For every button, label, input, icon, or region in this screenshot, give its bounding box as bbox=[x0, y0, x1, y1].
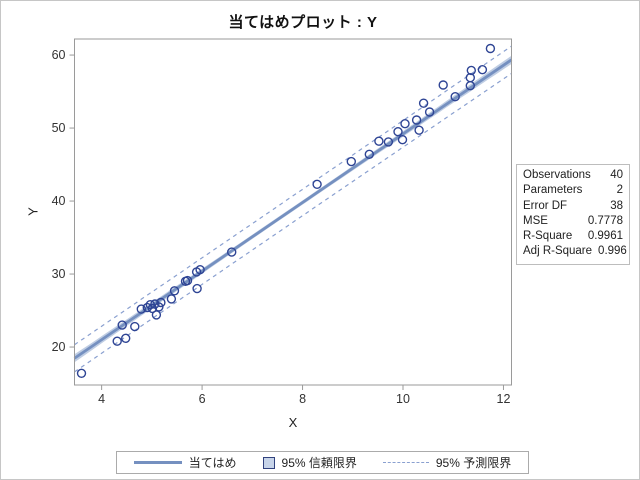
stats-row: Error DF 38 bbox=[523, 199, 623, 214]
y-tick-label: 20 bbox=[52, 340, 66, 354]
stats-row: Parameters 2 bbox=[523, 183, 623, 198]
stats-label: Adj R-Square bbox=[523, 245, 593, 258]
data-point bbox=[485, 43, 496, 54]
data-point bbox=[136, 304, 147, 314]
stats-value: 2 bbox=[616, 184, 623, 197]
plot-frame bbox=[74, 38, 512, 386]
stats-value: 0.9961 bbox=[587, 230, 623, 243]
stats-row: R-Square 0.9961 bbox=[523, 229, 623, 244]
stats-value: 38 bbox=[610, 199, 623, 212]
legend-item: 95% 予測限界 bbox=[382, 454, 512, 471]
data-point bbox=[151, 310, 162, 320]
stats-label: R-Square bbox=[523, 230, 573, 243]
data-point bbox=[76, 368, 87, 378]
data-point bbox=[130, 321, 140, 332]
data-point bbox=[156, 297, 166, 308]
page-title: 当てはめプロット : Y bbox=[228, 14, 378, 31]
data-point bbox=[364, 149, 374, 160]
stats-value: 0.996 bbox=[598, 245, 627, 258]
confidence-band-swatch bbox=[262, 456, 275, 469]
data-point bbox=[120, 333, 131, 343]
x-tick-label: 6 bbox=[199, 392, 206, 406]
data-point bbox=[424, 107, 435, 117]
stats-label: Parameters bbox=[523, 184, 583, 197]
legend-item: 当てはめ bbox=[133, 454, 237, 471]
stats-label: MSE bbox=[523, 214, 548, 227]
fit-statistics-panel: Observations 40 Parameters 2 Error DF 38 MSE 0.… bbox=[516, 164, 630, 265]
x-tick-label: 12 bbox=[497, 392, 511, 406]
x-tick-label: 4 bbox=[98, 392, 105, 406]
data-point bbox=[414, 125, 424, 135]
legend-label: 95% 信頼限界 bbox=[281, 456, 357, 470]
y-tick-label: 60 bbox=[52, 48, 66, 62]
data-point bbox=[477, 64, 488, 75]
legend-label: 当てはめ bbox=[188, 456, 237, 470]
y-tick-label: 40 bbox=[52, 194, 66, 208]
data-point bbox=[195, 265, 205, 275]
y-tick-label: 30 bbox=[52, 267, 66, 281]
data-point bbox=[192, 283, 202, 294]
data-point bbox=[450, 91, 460, 102]
prediction-limit-lower bbox=[74, 73, 512, 373]
data-point bbox=[411, 115, 422, 125]
fit-line bbox=[73, 58, 513, 360]
data-point bbox=[312, 179, 322, 190]
stats-label: Error DF bbox=[523, 199, 568, 212]
stats-row: MSE 0.7778 bbox=[523, 214, 623, 229]
data-point bbox=[438, 80, 448, 90]
data-point bbox=[169, 286, 180, 296]
data-point bbox=[346, 156, 356, 167]
data-point bbox=[400, 118, 410, 129]
data-point bbox=[374, 136, 384, 146]
data-point bbox=[383, 137, 394, 147]
y-axis-label: Y bbox=[25, 207, 41, 216]
data-point bbox=[418, 98, 429, 108]
y-tick-label: 50 bbox=[52, 121, 66, 135]
data-point bbox=[182, 275, 193, 286]
fit-line-swatch bbox=[133, 461, 182, 464]
data-point bbox=[397, 134, 408, 145]
data-point bbox=[466, 65, 476, 76]
prediction-limit-swatch bbox=[382, 462, 429, 463]
stats-value: 0.7778 bbox=[587, 214, 623, 227]
stats-label: Observations bbox=[523, 169, 591, 181]
stats-value: 40 bbox=[610, 169, 623, 181]
data-point bbox=[465, 80, 475, 91]
x-tick-label: 10 bbox=[396, 392, 410, 406]
data-point bbox=[154, 302, 164, 312]
x-axis-label: X bbox=[288, 415, 298, 430]
data-point bbox=[393, 126, 403, 137]
data-point bbox=[226, 247, 237, 257]
prediction-limit-upper bbox=[74, 45, 512, 346]
stats-row: Adj R-Square 0.996 bbox=[523, 244, 627, 259]
legend-label: 95% 予測限界 bbox=[435, 456, 512, 470]
data-point bbox=[117, 320, 127, 330]
stats-row: Observations 40 bbox=[523, 168, 623, 183]
data-point bbox=[166, 294, 177, 304]
data-point bbox=[112, 336, 122, 346]
data-point bbox=[142, 302, 153, 313]
legend-item: 95% 信頼限界 bbox=[262, 454, 357, 471]
plot-legend: 当てはめ 95% 信頼限界 95% 予測限界 bbox=[116, 451, 529, 474]
x-tick-label: 8 bbox=[299, 392, 306, 406]
